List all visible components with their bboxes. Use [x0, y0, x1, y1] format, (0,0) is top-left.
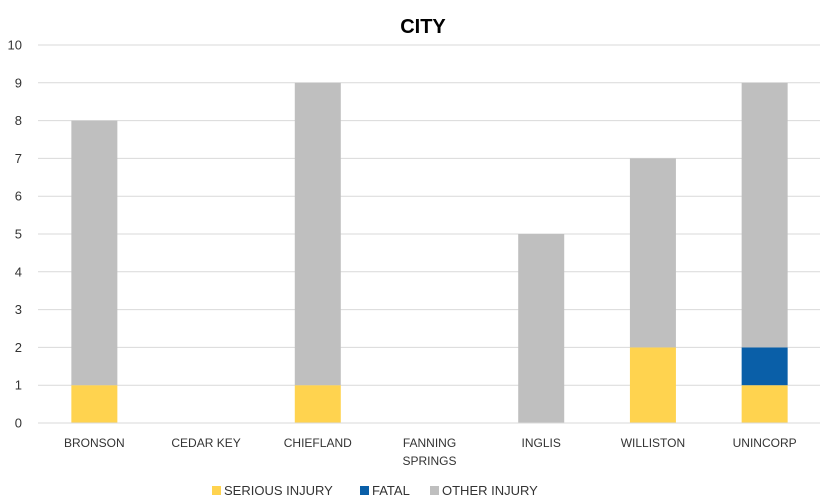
x-tick-label: CHIEFLAND: [284, 436, 352, 450]
y-tick-label: 2: [15, 340, 22, 355]
y-tick-label: 1: [15, 378, 22, 393]
x-tick-label: UNINCORP: [733, 436, 797, 450]
legend-swatch: [430, 486, 439, 495]
legend-swatch: [360, 486, 369, 495]
gridlines: [38, 44, 820, 386]
bar-segment: [629, 158, 676, 348]
legend-label: FATAL: [372, 483, 410, 498]
y-tick-label: 0: [15, 416, 22, 431]
bar-segment: [741, 82, 788, 348]
y-tick-label: 9: [15, 75, 22, 90]
bar-segment: [629, 347, 676, 423]
y-tick-label: 10: [8, 38, 22, 53]
bars: [71, 82, 788, 423]
y-tick-label: 6: [15, 189, 22, 204]
bar-segment: [741, 385, 788, 423]
bar-segment: [71, 385, 118, 423]
x-tick-label: WILLISTON: [621, 436, 685, 450]
x-tick-label: CEDAR KEY: [171, 436, 240, 450]
legend-label: SERIOUS INJURY: [224, 483, 333, 498]
y-axis-ticks: 0 1 2 3 4 5 6 7 8 9 10: [8, 38, 22, 431]
bar-segment: [518, 234, 565, 423]
legend-label: OTHER INJURY: [442, 483, 538, 498]
chart-title: CITY: [400, 16, 446, 38]
x-tick-label: FANNING SPRINGS: [402, 436, 456, 468]
y-tick-label: 8: [15, 113, 22, 128]
bar-segment: [294, 385, 341, 423]
y-tick-label: 5: [15, 227, 22, 242]
x-axis-labels: BRONSON CEDAR KEY CHIEFLAND FANNING SPRINGS I…: [64, 436, 797, 468]
y-tick-label: 3: [15, 302, 22, 317]
x-tick-label: BRONSON: [64, 436, 125, 450]
bar-segment: [741, 347, 788, 386]
x-tick-label: INGLIS: [522, 436, 561, 450]
y-tick-label: 7: [15, 151, 22, 166]
legend: SERIOUS INJURY FATAL OTHER INJURY: [212, 483, 538, 498]
legend-swatch: [212, 486, 221, 495]
bar-segment: [71, 120, 118, 386]
y-tick-label: 4: [15, 264, 22, 279]
bar-segment: [294, 82, 341, 386]
